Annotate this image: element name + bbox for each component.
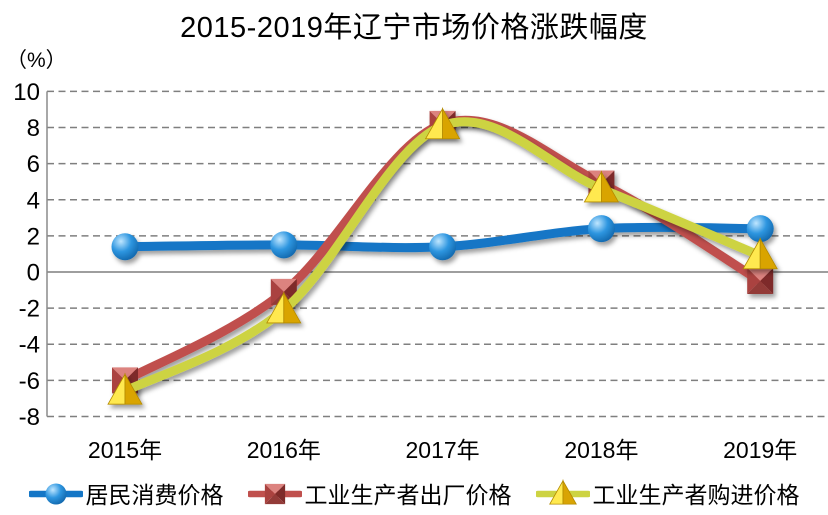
series-triangle [107,107,778,405]
legend-label-1: 工业生产者出厂价格 [304,482,512,508]
legend-label-0: 居民消费价格 [85,482,224,508]
legend-marker-square-icon [247,483,302,505]
data-point-2-4 [759,237,778,270]
data-point-1-1 [270,278,297,292]
legend-marker [44,483,67,505]
data-point-0-2 [429,233,457,261]
y-tick-label: 8 [27,115,40,142]
y-tick-label: -6 [19,368,40,395]
legend-marker-triangle-icon [535,479,590,505]
chart-legend: 居民消费价格 工业生产者出厂价格 工业生产者购进价格 [0,471,828,515]
legend-marker [264,494,285,505]
legend-marker [274,483,285,505]
data-point-1-4 [760,268,774,295]
x-axis-label: 2018年 [564,437,638,463]
legend-sample [535,479,590,505]
y-tick-label: 0 [27,260,40,287]
y-tick-label: 4 [27,187,40,214]
data-point-0-1 [270,231,298,259]
legend-marker [562,479,577,505]
y-tick-label: -2 [19,296,40,323]
x-axis-label: 2019年 [723,437,797,463]
legend-item-1: 工业生产者出厂价格 [247,476,512,510]
data-point-2-2 [442,107,461,140]
legend-sample [247,483,302,505]
legend-marker-circle-icon [28,483,83,505]
data-point-1-4 [747,268,761,295]
data-point-1-4 [747,281,774,295]
legend-label-2: 工业生产者购进价格 [592,482,800,508]
y-tick-label: 10 [13,79,40,106]
data-point-2-3 [601,170,620,203]
price-line-chart: 10 8 6 4 2 0 -2 -4 -6 -8 2015年 2016年 2017年 2018年 2019… [13,79,828,463]
y-axis-unit-label: （%） [6,49,67,72]
y-tick-label: 6 [27,151,40,178]
y-tick-label: 2 [27,223,40,250]
x-axis-label: 2016年 [247,437,321,463]
data-point-2-0 [124,372,143,405]
data-point-1-4 [747,268,774,282]
legend-marker [264,483,275,505]
chart-title: 2015-2019年辽宁市场价格涨跌幅度 [180,12,648,44]
series-circle [111,215,774,261]
x-axis-label: 2017年 [406,437,480,463]
y-tick-label: -8 [19,404,40,431]
legend-sample [28,483,83,505]
x-axis-label: 2015年 [88,437,162,463]
legend-item-2: 工业生产者购进价格 [535,476,800,510]
legend-marker [264,483,285,494]
data-point-0-4 [746,215,774,243]
legend-item-0: 居民消费价格 [28,476,224,510]
data-point-0-0 [111,233,139,261]
data-point-0-3 [587,215,615,243]
data-point-1-0 [112,367,125,394]
data-point-2-1 [283,291,302,324]
data-point-1-1 [270,278,284,305]
y-tick-label: -4 [19,332,40,359]
